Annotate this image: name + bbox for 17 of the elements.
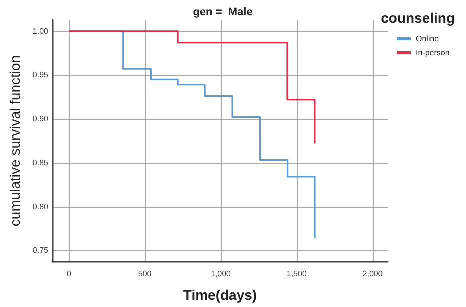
x-tick-label: 500 <box>138 270 152 278</box>
y-tick-label: 0.85 <box>32 158 50 168</box>
y-tick-label: 0.90 <box>32 114 50 124</box>
y-tick-label: 1.00 <box>32 26 50 36</box>
legend-label: In-person <box>416 48 450 58</box>
y-tick-label: 0.80 <box>32 202 50 212</box>
legend-label: Online <box>416 34 440 44</box>
y-axis-title: cumulative survival function <box>7 55 23 227</box>
x-tick-label: 2,000 <box>362 270 384 278</box>
legend-title: counseling <box>381 10 456 26</box>
x-tick-label: 0 <box>66 270 72 278</box>
x-axis-title: Time(days) <box>183 287 258 303</box>
x-tick-label: 1,500 <box>286 270 308 278</box>
x-tick-label: 1,000 <box>210 270 232 278</box>
y-tick-label: 0.75 <box>32 246 50 256</box>
y-tick-label: 0.95 <box>32 70 50 80</box>
chart-title: gen = Male <box>193 6 253 18</box>
